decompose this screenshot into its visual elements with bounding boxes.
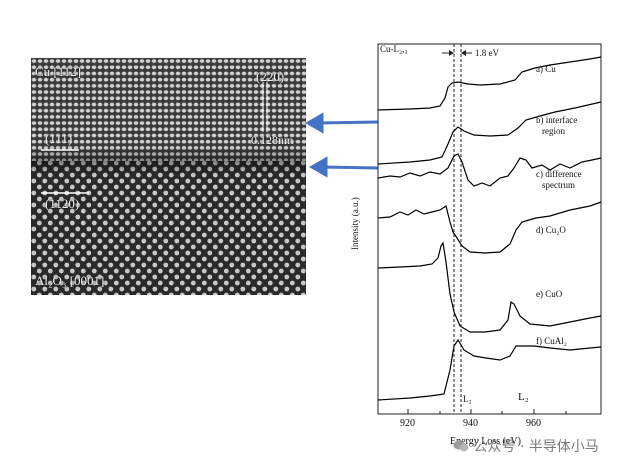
spectrum-b-label-line2: region xyxy=(542,126,565,136)
spectrum-c-difference xyxy=(377,153,602,187)
spectrum-f-cual2 xyxy=(377,338,602,401)
watermark: 公众号 · 半导体小马 xyxy=(453,436,599,456)
spectrum-d-cu2o xyxy=(377,201,602,254)
x-tick-960: 960 xyxy=(526,418,541,429)
x-tick-940: 940 xyxy=(463,418,478,429)
edge-label: Cu-L₂,₃ xyxy=(380,44,408,54)
eels-plot: Cu-L₂,₃ 1.8 eV a) Cu b) interface region… xyxy=(350,43,602,447)
al2o3-1120-label: (1120) xyxy=(45,196,80,211)
cu-111-label: (111) xyxy=(45,131,73,146)
pointer-arrows xyxy=(304,112,379,178)
eels-spectra-figure: Cu-L₂,₃ 1.8 eV a) Cu b) interface region… xyxy=(350,40,612,452)
spectrum-b-interface xyxy=(377,101,602,165)
spectrum-a-cu xyxy=(377,56,602,111)
x-axis-ticks xyxy=(407,409,567,414)
wechat-icon xyxy=(453,439,469,453)
interface-band xyxy=(31,146,306,176)
arrow-to-difference-spectrum xyxy=(308,156,379,178)
lattice-spacing-label: 0.128nm xyxy=(251,133,294,147)
edge-marker-l2: L₂ xyxy=(518,391,529,403)
y-axis-label: Intensity (a.u.) xyxy=(350,197,360,250)
spectrum-f-label: f) CuAl₂ xyxy=(536,336,567,346)
shift-label: 1.8 eV xyxy=(475,48,499,58)
spectrum-e-cuo xyxy=(377,241,602,333)
spectrum-b-label: b) interface xyxy=(536,115,577,125)
spectrum-c-label: c) difference xyxy=(536,169,582,179)
spectrum-a-label: a) Cu xyxy=(536,64,556,74)
x-axis-label: Energy Loss (eV) xyxy=(450,436,521,447)
x-tick-920: 920 xyxy=(400,418,415,429)
cu-220-label: (220) xyxy=(256,69,285,84)
plot-frame xyxy=(377,43,602,415)
al2o3-lattice-region xyxy=(31,161,306,295)
cu-lattice-region xyxy=(31,58,306,161)
hrtem-micrograph: Cu [112] (220) (111) 0.128nm (1120) Al₂O… xyxy=(31,58,306,295)
al2o3-orientation-label: Al₂O₃ [0001] xyxy=(35,273,105,288)
spectrum-d-label: d) Cu₂O xyxy=(536,225,566,235)
arrow-to-interface-region xyxy=(304,112,379,134)
watermark-text: 公众号 · 半导体小马 xyxy=(473,439,599,455)
edge-marker-l3: L₃ xyxy=(463,394,472,404)
spectrum-c-label-line2: spectrum xyxy=(542,180,575,190)
lattice-image xyxy=(31,58,306,295)
spectrum-e-label: e) CuO xyxy=(536,289,563,299)
cu-orientation-label: Cu [112] xyxy=(35,64,82,79)
